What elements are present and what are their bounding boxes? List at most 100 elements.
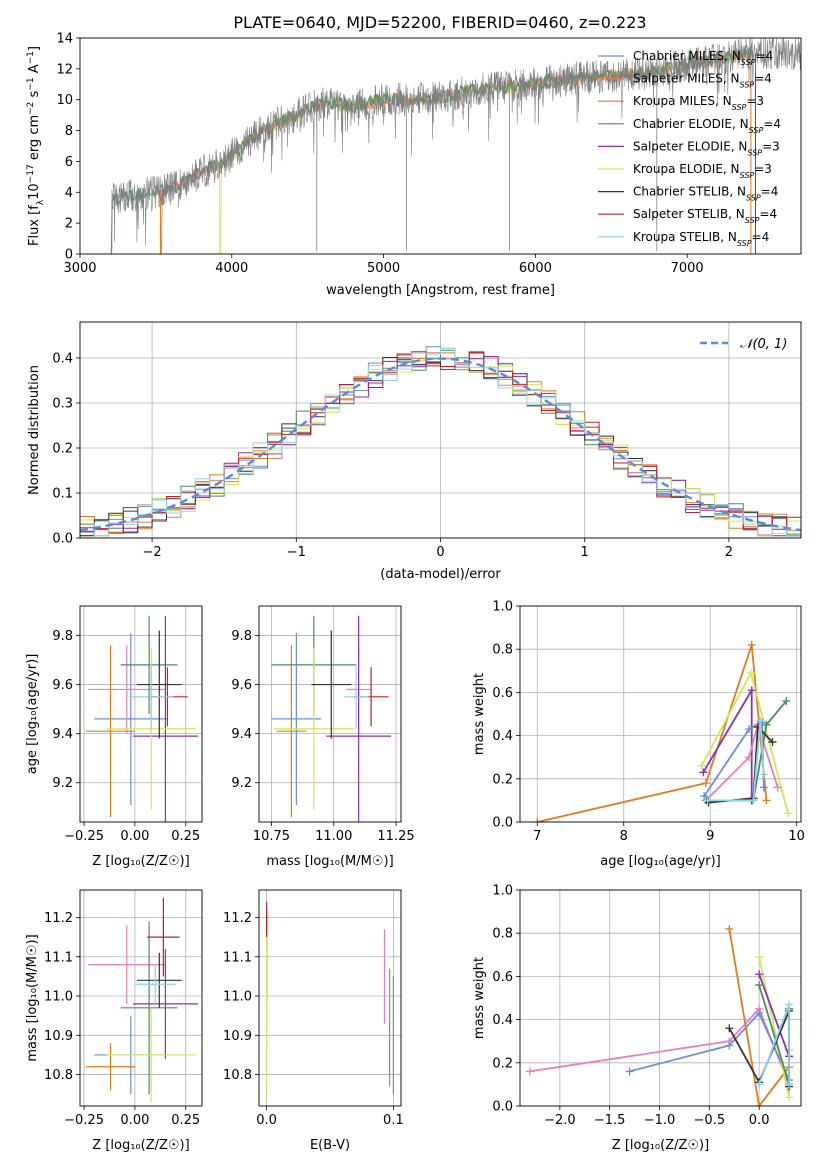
legend-label-sub: SSP (732, 103, 747, 112)
weight-marker (746, 668, 755, 677)
legend-label-sub: SSP (747, 148, 762, 157)
legend-label-suffix: =3 (746, 94, 764, 108)
y-tick-label: 4 (65, 186, 73, 201)
x-tick-label: 0.0 (256, 1113, 277, 1128)
legend-label-sub: SSP (740, 80, 755, 89)
legend-label: Chabrier STELIB, NSSP=4 (633, 185, 778, 203)
weight-marker (782, 697, 791, 706)
legend-label-text: Salpeter MILES, N (633, 72, 740, 86)
axes-frame (79, 889, 203, 1107)
y-tick-label: 12 (56, 62, 73, 77)
x-tick-label: 0.00 (120, 1113, 149, 1128)
weight-marker (785, 1080, 794, 1089)
x-tick-label: 7 (533, 829, 541, 844)
y-tick-label: 6 (65, 155, 73, 170)
weight-marker (768, 738, 777, 747)
figure-title: PLATE=0640, MJD=52200, FIBERID=0460, z=0… (233, 13, 646, 32)
legend-label-text: Chabrier ELODIE, N (633, 117, 749, 131)
legend-label-text: Chabrier MILES, N (633, 49, 741, 63)
y-tick-label: 9.2 (52, 776, 73, 791)
weight-lines (525, 924, 794, 1106)
y-tick-label: 0.4 (492, 729, 513, 744)
legend-label-text: Kroupa STELIB, N (633, 230, 737, 244)
weight-marker (759, 783, 768, 792)
weight-marker (749, 796, 758, 805)
legend-label-text: Kroupa ELODIE, N (633, 162, 740, 176)
errorbars (266, 901, 394, 1095)
y-tick-label: 0.8 (492, 927, 513, 942)
weight-marker (785, 1093, 794, 1102)
weight-marker (755, 1009, 764, 1018)
weight-marker (625, 1067, 634, 1076)
y-tick-label: 1.0 (492, 600, 513, 615)
axes-frame (519, 889, 802, 1107)
legend-label-suffix: =4 (752, 230, 770, 244)
y-axis-label-part: s (27, 90, 42, 101)
y-axis-label-part: ] (27, 46, 42, 51)
weight-marker (759, 770, 768, 779)
residuals-panel: −2 −1 0 1 2 0.0 0.1 0.2 0.3 0.4 (data-model)/error… (27, 321, 802, 582)
weight-line-kroupa_stelib (707, 720, 765, 802)
y-axis-label-part: −2 (26, 102, 36, 115)
x-tick-label: −0.5 (694, 1113, 726, 1128)
weight-marker (703, 796, 712, 805)
y-tick-label: 2 (65, 217, 73, 232)
weight-line-chabrier_elodie (706, 700, 787, 802)
y-axis-label-part: erg cm (27, 115, 42, 164)
weight-marker (785, 1000, 794, 1009)
x-tick-label: −1.0 (644, 1113, 676, 1128)
legend-label-sub: SSP (737, 238, 752, 247)
x-tick-label: 2 (725, 545, 733, 560)
weight-marker (745, 725, 754, 734)
y-tick-label: 0.8 (492, 643, 513, 658)
spectrum-traces (110, 38, 801, 254)
weight-marker (747, 640, 756, 649)
weight-line-kroupa_elodie (758, 956, 790, 1098)
y-axis-label: mass weight (472, 673, 487, 755)
weight-marker (533, 818, 542, 822)
legend-label-sub: SSP (745, 216, 760, 225)
histograms (80, 346, 801, 537)
age_vs_Z-panel: −0.25 0.00 0.25 9.2 9.4 9.6 9.8 Z [log₁₀(Z/Z☉)]… (25, 605, 203, 869)
weight-marker (762, 796, 771, 805)
y-tick-label: 0.0 (492, 1100, 513, 1115)
legend-label: Salpeter ELODIE, NSSP=3 (633, 139, 780, 157)
legend-label: Salpeter STELIB, NSSP=4 (633, 207, 777, 225)
legend-label: 𝒩(0, 1) (740, 337, 787, 352)
y-tick-label: 11.2 (44, 911, 73, 926)
x-axis-label: Z [log₁₀(Z/Z☉)] (92, 1138, 189, 1153)
weight-marker (773, 783, 782, 792)
legend-label-suffix: =4 (763, 117, 781, 131)
x-tick-label: 10 (788, 829, 805, 844)
x-tick-label: 0 (436, 545, 444, 560)
axes-frame (519, 605, 802, 823)
legend-label-suffix: =4 (759, 207, 777, 221)
x-axis-label: mass [log₁₀(M/M☉)] (266, 854, 393, 869)
x-tick-label: 0.0 (749, 1113, 770, 1128)
y-tick-label: 10 (56, 93, 73, 108)
legend-label-sub: SSP (741, 58, 756, 67)
x-tick-label: −0.25 (64, 1113, 104, 1128)
y-tick-label: 9.8 (231, 629, 252, 644)
weight-marker (745, 753, 754, 762)
legend-label: Chabrier MILES, NSSP=4 (633, 49, 773, 67)
weight-marker (699, 768, 708, 777)
y-tick-label: 11.1 (44, 950, 73, 965)
x-tick-label: 5000 (367, 261, 400, 276)
y-axis-label-part: λ (36, 199, 46, 205)
x-tick-label: 9 (706, 829, 714, 844)
x-tick-label: 7000 (671, 261, 704, 276)
weight-line-pink (705, 721, 779, 802)
legend-label-text: Salpeter STELIB, N (633, 207, 745, 221)
legend-label: Chabrier ELODIE, NSSP=4 (633, 117, 781, 135)
x-axis-label: Z [log₁₀(Z/Z☉)] (612, 1138, 709, 1153)
y-tick-label: 0.2 (52, 442, 73, 457)
legend-label-text: Kroupa MILES, N (633, 94, 732, 108)
legend-label: Kroupa STELIB, NSSP=4 (633, 230, 769, 248)
x-tick-label: −2 (143, 545, 162, 560)
y-tick-label: 14 (56, 32, 73, 47)
y-axis-label-part: Flux [f (27, 205, 42, 246)
y-tick-label: 10.9 (44, 1029, 73, 1044)
